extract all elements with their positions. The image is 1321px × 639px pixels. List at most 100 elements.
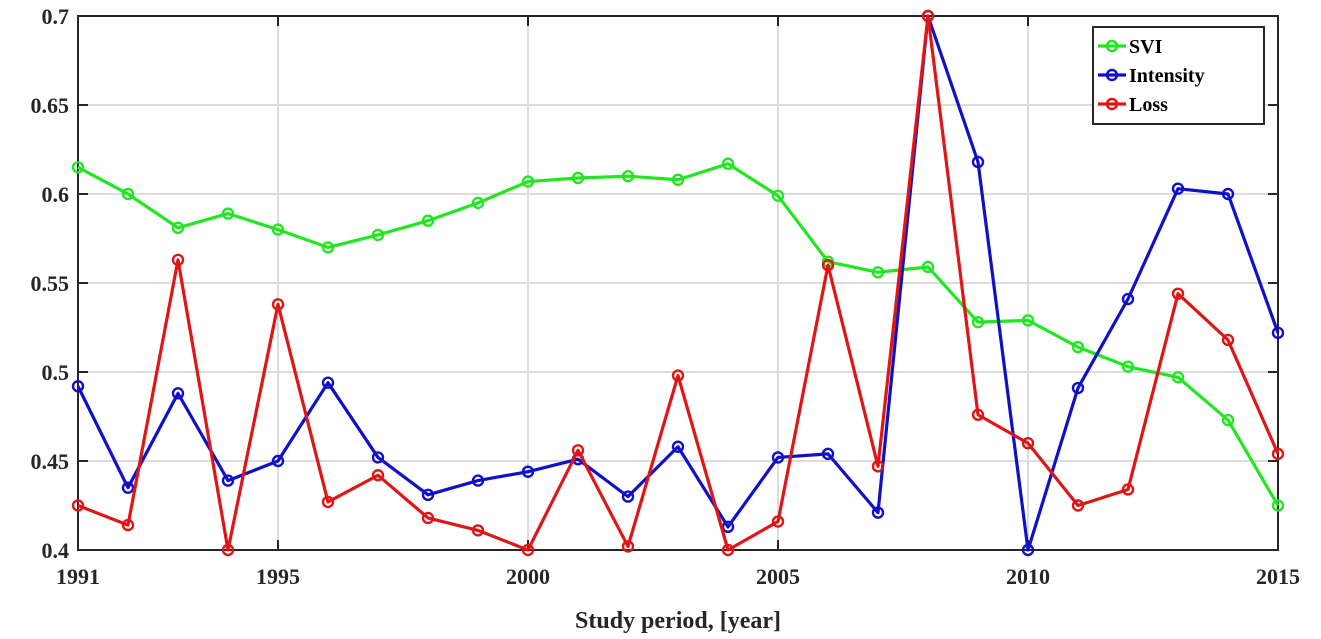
x-axis-label: Study period, [year] <box>575 608 781 634</box>
data-point-intensity <box>671 440 685 453</box>
data-point-svi <box>321 241 335 254</box>
data-point-svi <box>971 315 985 329</box>
data-point-loss <box>121 518 135 532</box>
x-tick-label: 1991 <box>56 564 100 589</box>
x-tick-label: 1995 <box>256 564 300 589</box>
data-point-intensity <box>871 506 885 519</box>
data-point-loss <box>921 9 935 23</box>
data-point-intensity <box>371 451 385 464</box>
data-point-intensity <box>421 488 435 502</box>
data-point-svi <box>171 221 185 235</box>
data-point-svi <box>71 161 85 174</box>
tick-labels: 1991 1995 2000 2005 2010 2015 0.4 0.45 0.5 0.55 0.… <box>31 4 1301 589</box>
x-tick-label: 2010 <box>1006 564 1050 589</box>
data-point-loss <box>871 460 885 473</box>
series-line-loss <box>77 14 1280 552</box>
y-tick-label: 0.6 <box>42 182 70 207</box>
data-point-intensity <box>171 387 185 400</box>
data-point-loss <box>671 369 685 382</box>
series <box>71 9 1285 557</box>
data-point-svi <box>1021 314 1035 327</box>
data-point-loss <box>71 499 85 512</box>
data-point-loss <box>1121 483 1135 496</box>
data-point-loss <box>721 543 735 557</box>
legend-label: Loss <box>1129 94 1168 116</box>
data-point-intensity <box>1221 187 1235 201</box>
data-point-intensity <box>471 474 485 487</box>
axes <box>77 15 1279 551</box>
y-tick-label: 0.55 <box>31 271 70 296</box>
data-point-intensity <box>121 481 135 494</box>
y-tick-label: 0.5 <box>42 360 70 385</box>
data-point-svi <box>621 169 635 183</box>
legend: SVI Intensity Loss <box>1092 26 1265 125</box>
data-point-loss <box>1221 333 1235 347</box>
data-point-intensity <box>1271 326 1285 340</box>
data-point-loss <box>471 524 485 537</box>
data-point-svi <box>421 214 435 227</box>
data-point-svi <box>221 207 235 220</box>
y-tick-label: 0.7 <box>42 4 70 29</box>
legend-item-svi: SVI <box>1098 36 1163 58</box>
y-tick-label: 0.4 <box>42 538 70 563</box>
x-tick-label: 2000 <box>506 564 550 589</box>
data-point-svi <box>521 175 535 188</box>
data-point-loss <box>371 469 385 482</box>
series-line-intensity <box>76 14 1280 552</box>
data-point-loss <box>171 253 185 267</box>
data-point-loss <box>271 298 285 311</box>
data-point-intensity <box>1121 292 1135 306</box>
x-tick-label: 2015 <box>1256 564 1300 589</box>
data-point-loss <box>621 540 635 553</box>
data-point-svi <box>371 228 385 242</box>
legend-marker <box>1105 68 1119 82</box>
x-tick-label: 2005 <box>756 564 800 589</box>
data-point-loss <box>221 543 235 557</box>
data-point-svi <box>1071 340 1085 354</box>
data-point-intensity <box>1021 543 1035 557</box>
data-point-svi <box>121 187 135 201</box>
data-point-svi <box>1271 499 1285 512</box>
data-point-intensity <box>71 380 85 393</box>
legend-item-intensity: Intensity <box>1098 65 1205 87</box>
data-point-loss <box>771 515 785 528</box>
data-point-intensity <box>1071 381 1085 395</box>
legend-item-loss: Loss <box>1098 94 1168 116</box>
data-point-loss <box>971 408 985 421</box>
data-point-svi <box>271 223 285 236</box>
series-loss <box>71 9 1285 557</box>
data-point-loss <box>1021 437 1035 450</box>
series-line-svi <box>77 162 1280 507</box>
data-point-loss <box>1271 447 1285 461</box>
data-point-loss <box>821 259 835 272</box>
legend-label: SVI <box>1129 36 1163 58</box>
data-point-loss <box>421 511 435 525</box>
data-point-intensity <box>521 465 535 478</box>
legend-marker <box>1105 39 1119 53</box>
data-point-svi <box>671 173 685 186</box>
data-point-loss <box>1071 499 1085 512</box>
data-point-svi <box>771 189 785 202</box>
data-point-svi <box>471 196 485 210</box>
data-point-intensity <box>321 376 335 389</box>
data-point-intensity <box>1171 182 1185 195</box>
data-point-svi <box>1221 413 1235 427</box>
series-svi <box>71 157 1285 512</box>
data-point-intensity <box>821 447 835 461</box>
data-point-intensity <box>221 474 235 487</box>
data-point-intensity <box>971 155 985 169</box>
data-point-svi <box>1121 360 1135 373</box>
data-point-loss <box>321 495 335 509</box>
legend-marker <box>1105 97 1119 111</box>
data-point-svi <box>721 157 735 170</box>
data-point-loss <box>571 444 585 457</box>
data-point-svi <box>571 171 585 185</box>
data-point-svi <box>1171 371 1185 384</box>
y-tick-label: 0.65 <box>31 93 70 118</box>
data-point-intensity <box>621 490 635 503</box>
data-point-intensity <box>771 451 785 464</box>
y-tick-label: 0.45 <box>31 449 70 474</box>
data-point-loss <box>1171 287 1185 300</box>
data-point-intensity <box>271 454 285 468</box>
